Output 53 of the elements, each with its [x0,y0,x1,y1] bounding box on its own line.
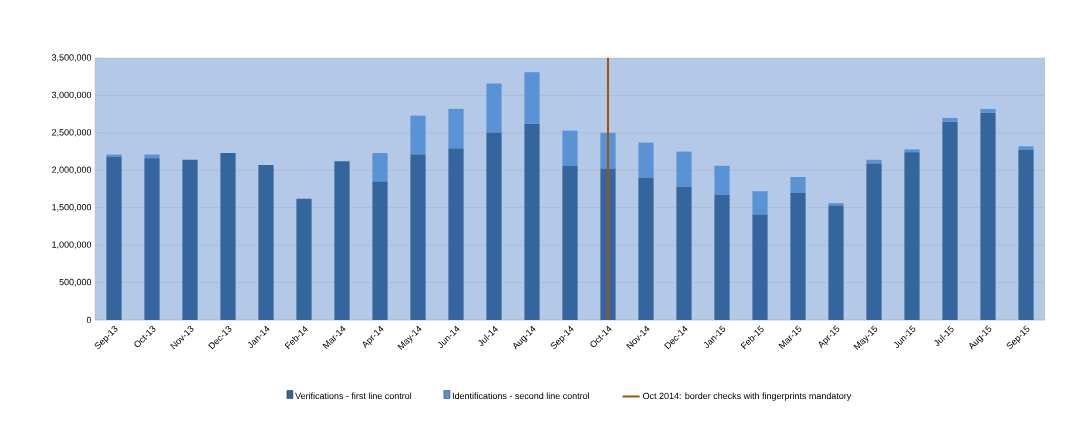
bar [980,112,996,320]
bar [334,161,350,320]
bar [638,177,654,320]
bar [752,191,768,215]
bar [562,165,578,320]
bar [410,154,426,320]
bar [486,132,502,320]
bar [714,194,730,320]
bar [448,148,464,320]
y-tick-label: 1,000,000 [52,241,92,249]
bar [676,151,692,187]
y-tick-label: 500,000 [59,278,92,287]
bar [144,158,160,320]
y-tick-label: 3,000,000 [51,91,92,100]
bar [942,117,958,122]
bar [486,83,502,133]
bar [106,156,122,320]
legend-label: Verifications - first line control [295,392,412,400]
bar [372,181,388,320]
y-tick-label: 2,500,000 [52,129,92,137]
bar [258,165,274,320]
bar [714,165,730,195]
bar [410,115,426,155]
bar [182,159,198,320]
bar [866,163,882,320]
bar [866,159,882,164]
bar [752,214,768,320]
bar [372,153,388,182]
bar [296,198,312,320]
bar [448,108,464,149]
bar [904,152,920,320]
bar [220,153,236,320]
bar [676,186,692,320]
bar [638,142,654,178]
bar [828,205,844,320]
bar [904,149,920,153]
y-tick-label: 0 [86,316,92,324]
bar [1018,150,1034,320]
y-tick-label: 1,500,000 [52,204,92,212]
bar [942,121,958,320]
y-tick-label: 3,500,000 [51,54,92,62]
bar [524,72,540,124]
bar [1018,146,1034,151]
legend-label: Identifications - second line control [452,392,590,400]
legend-label: Oct 2014: border checks with fingerprints mandatory [643,392,852,401]
bar [790,192,806,320]
bar [828,203,844,206]
y-tick-label: 2,000,000 [52,166,92,174]
bar [106,154,122,157]
bar [790,177,806,193]
bar [562,130,578,166]
bar [980,108,996,113]
bar [524,123,540,320]
